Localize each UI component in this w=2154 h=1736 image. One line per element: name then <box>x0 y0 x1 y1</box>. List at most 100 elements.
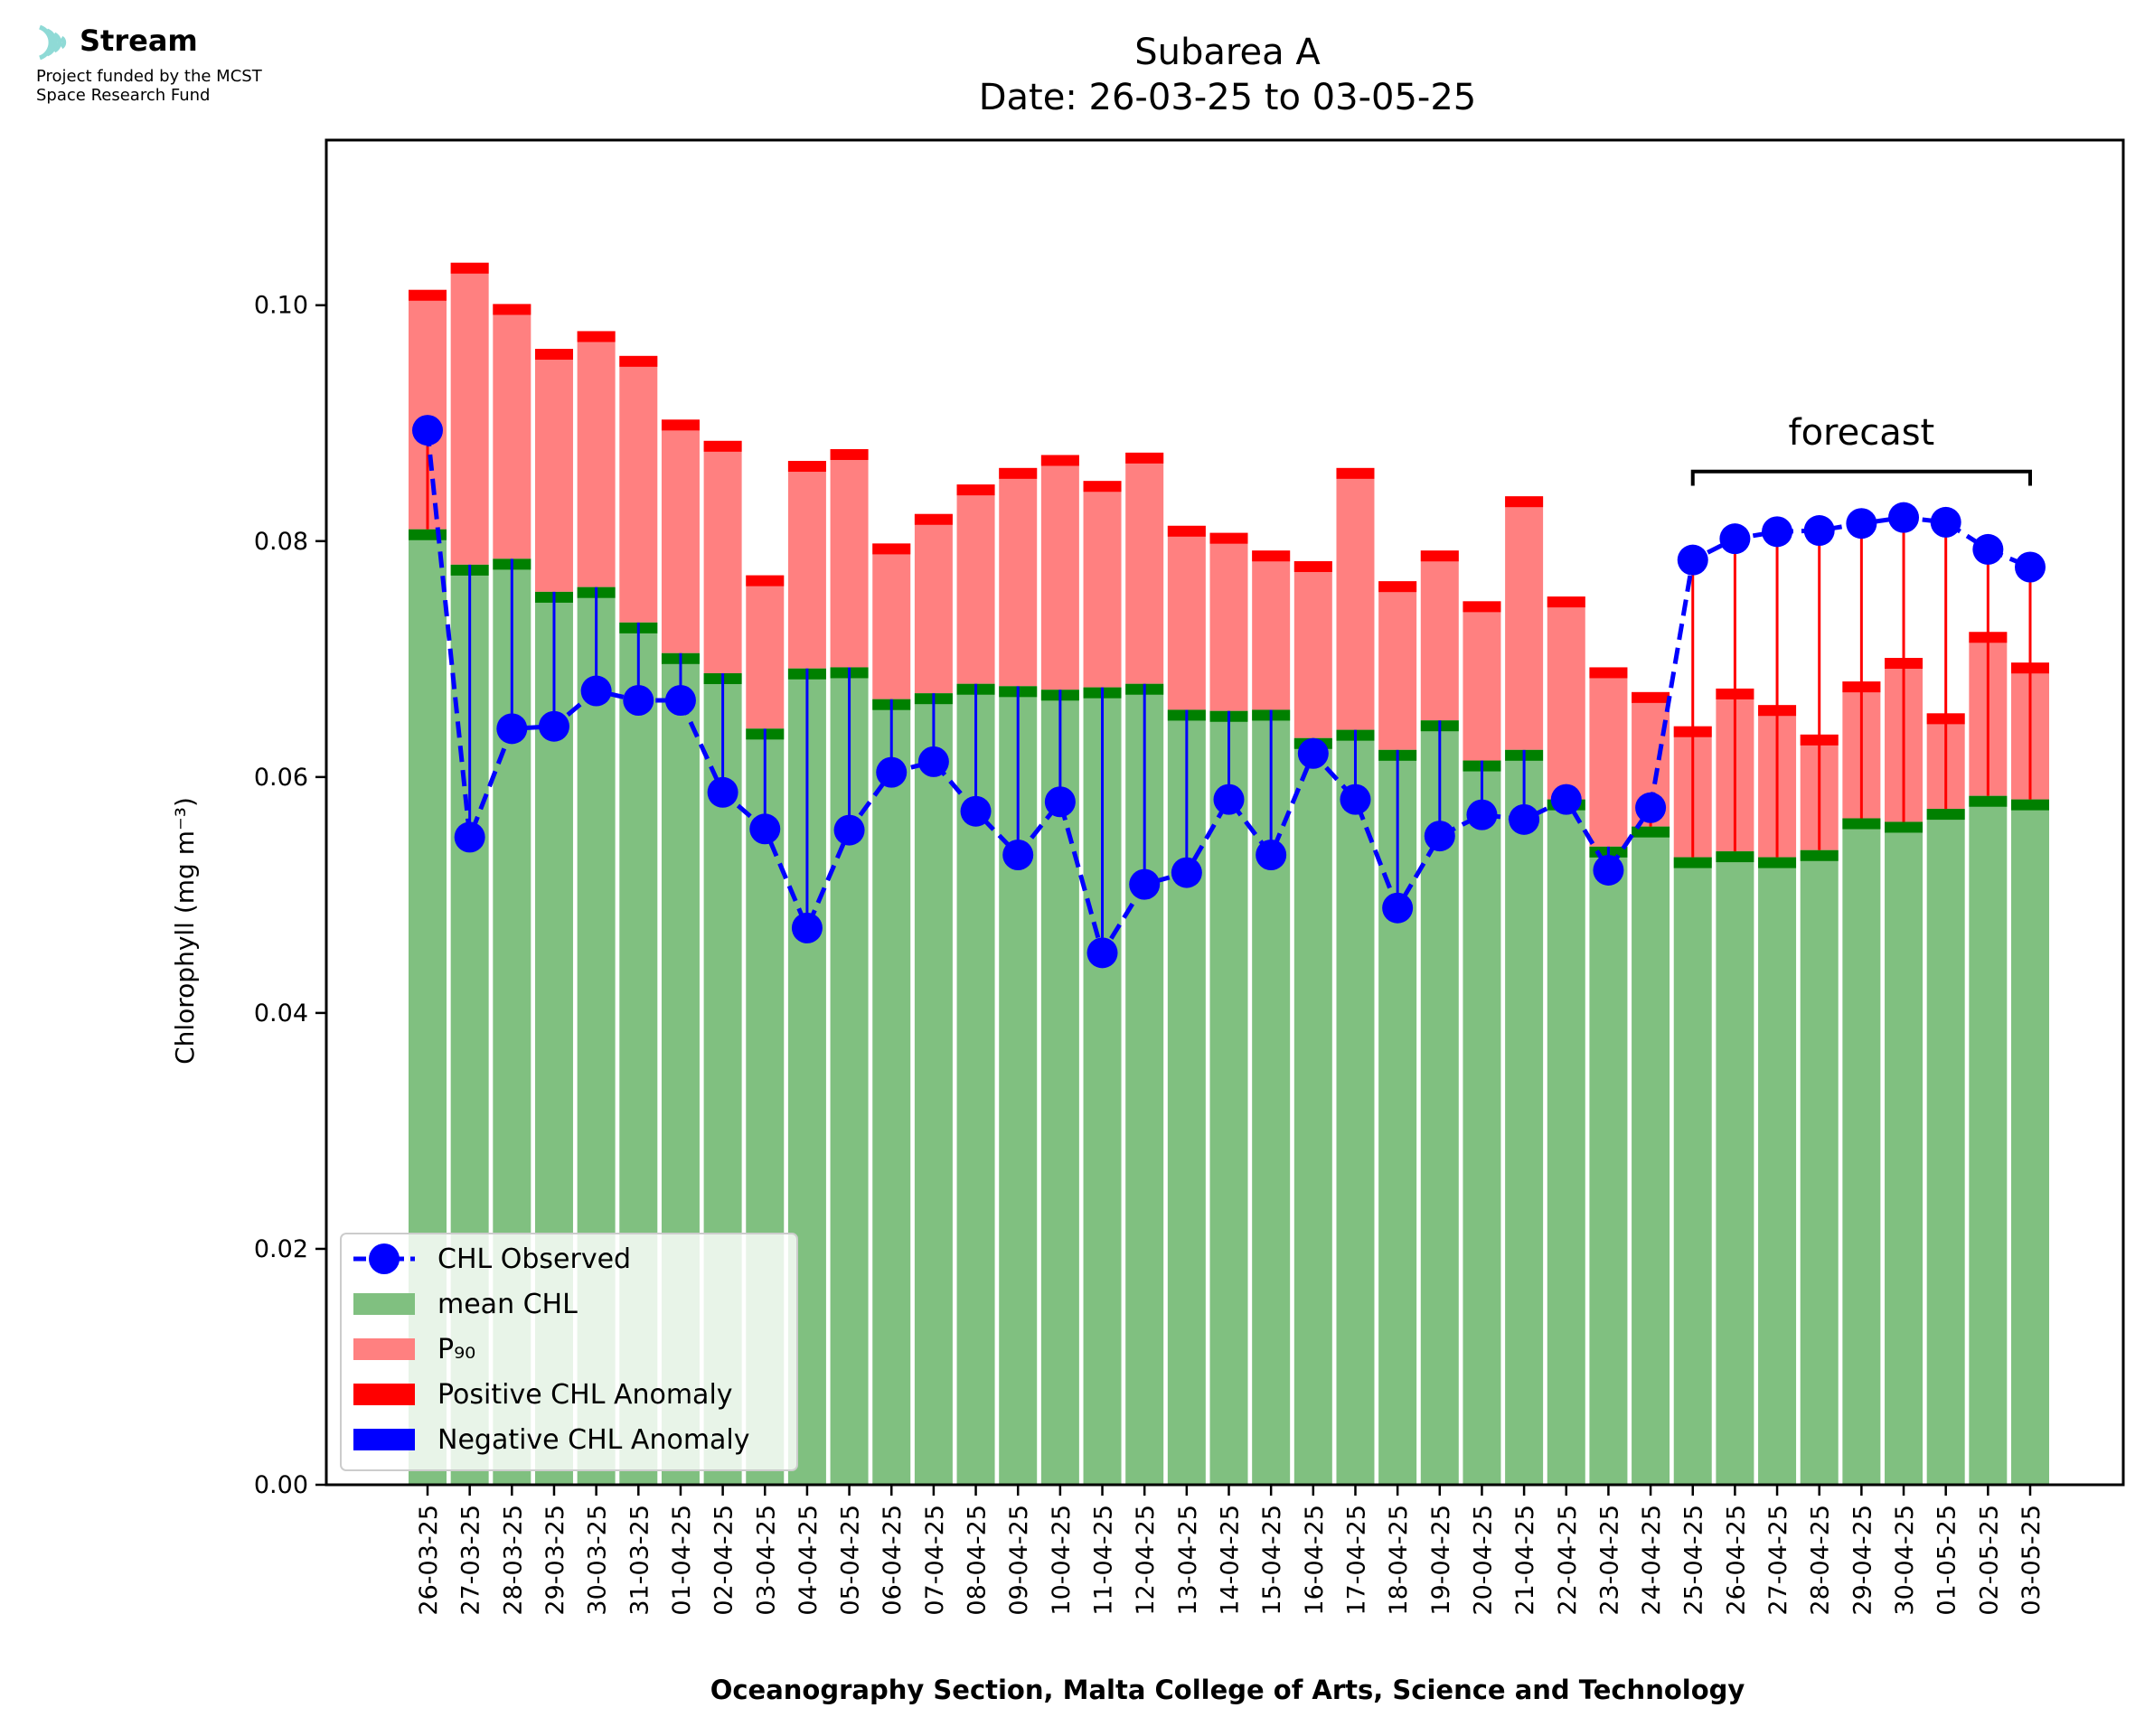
observed-point <box>454 821 485 853</box>
p90-cap <box>1378 581 1417 593</box>
mean-bar <box>914 693 953 1485</box>
legend-p90-swatch <box>353 1338 415 1360</box>
observed-point <box>1509 803 1540 835</box>
observed-point <box>538 710 569 742</box>
mean-bar <box>1209 710 1248 1485</box>
p90-bar <box>619 355 658 623</box>
p90-bar <box>746 575 785 729</box>
observed-point <box>1593 854 1624 886</box>
p90-cap <box>1083 481 1122 493</box>
observed-point <box>412 415 443 446</box>
legend: CHL Observed mean CHL P₉₀ Positive CHL Anom… <box>340 1233 798 1471</box>
x-tick-label: 03-04-25 <box>752 1505 780 1616</box>
mean-bar <box>1336 729 1375 1485</box>
x-tick-label: 17-04-25 <box>1342 1505 1370 1616</box>
plot-frame <box>325 138 2125 1487</box>
observed-point <box>960 795 992 827</box>
observed-point <box>876 756 908 788</box>
observed-point <box>749 813 781 845</box>
p90-bar <box>787 461 826 669</box>
x-tick-label: 08-04-25 <box>964 1505 992 1616</box>
y-axis-label: Chlorophyll (mg m⁻³) <box>170 797 200 1065</box>
p90-bar <box>1125 452 1164 684</box>
observed-point <box>1297 737 1329 769</box>
p90-cap <box>493 304 531 315</box>
observed-point <box>1382 892 1414 924</box>
x-tick-label: 21-04-25 <box>1511 1505 1539 1616</box>
p90-bar <box>830 448 869 668</box>
mean-cap <box>1926 809 1965 821</box>
x-tick-label: 24-04-25 <box>1638 1505 1666 1616</box>
p90-cap <box>1209 532 1248 544</box>
p90-cap <box>1547 596 1585 608</box>
p90-cap <box>619 355 658 367</box>
y-tick-label: 0.10 <box>254 292 308 320</box>
p90-cap <box>409 289 447 301</box>
p90-bar <box>872 543 911 699</box>
x-tick-label: 28-04-25 <box>1807 1505 1835 1616</box>
p90-cap <box>1632 691 1670 703</box>
p90-bar <box>534 349 573 592</box>
p90-cap <box>1463 601 1501 613</box>
observed-point <box>917 746 949 777</box>
legend-label: CHL Observed <box>437 1243 631 1275</box>
p90-bar <box>1378 581 1417 750</box>
p90-cap <box>577 331 616 343</box>
observed-point <box>2015 551 2046 583</box>
p90-bar <box>1420 550 1459 721</box>
x-tick-label: 27-03-25 <box>457 1505 485 1616</box>
legend-box <box>340 1233 798 1471</box>
x-tick-label: 07-04-25 <box>921 1505 949 1616</box>
observed-point <box>1846 508 1877 540</box>
p90-cap <box>956 484 995 496</box>
mean-bar <box>1800 849 1839 1485</box>
observed-point <box>1256 839 1287 870</box>
y-tick-label: 0.08 <box>254 528 308 556</box>
p90-cap <box>1505 496 1544 508</box>
observed-point <box>1888 502 1920 533</box>
mean-cap <box>1716 851 1754 863</box>
mean-bar <box>1463 760 1501 1485</box>
mean-bar <box>1547 799 1585 1485</box>
y-tick-label: 0.04 <box>254 999 308 1028</box>
p90-cap <box>1336 467 1375 479</box>
observed-point <box>1213 784 1245 815</box>
mean-cap <box>1758 857 1797 868</box>
p90-bar <box>1252 550 1291 710</box>
chart-subtitle: Date: 26-03-25 to 03-05-25 <box>979 77 1477 118</box>
stream-logo: Stream Project funded by the MCST Space … <box>34 22 262 105</box>
p90-cap <box>534 349 573 361</box>
observed-point <box>1930 506 1961 538</box>
p90-bar <box>1547 596 1585 800</box>
observed-point <box>580 675 612 707</box>
logo-name: Stream <box>80 23 198 58</box>
legend-positive-swatch <box>353 1384 415 1405</box>
observed-point <box>496 713 528 745</box>
logo-funding-line-1: Project funded by the MCST <box>36 67 262 86</box>
mean-cap <box>1673 857 1712 868</box>
p90-bar <box>914 513 953 694</box>
x-tick-label: 29-03-25 <box>541 1505 569 1616</box>
observed-point <box>1972 533 2004 565</box>
mean-cap <box>1842 818 1881 830</box>
x-tick-label: 31-03-25 <box>626 1505 654 1616</box>
p90-bar <box>1505 496 1544 750</box>
p90-bar <box>661 419 700 653</box>
x-tick-label: 11-04-25 <box>1090 1505 1118 1616</box>
mean-bar <box>872 699 911 1485</box>
p90-cap <box>787 461 826 473</box>
legend-observed-marker <box>369 1243 400 1274</box>
x-tick-label: 01-04-25 <box>668 1505 696 1616</box>
logo-funding-line-2: Space Research Fund <box>36 86 211 105</box>
x-tick-label: 02-05-25 <box>1975 1505 2003 1616</box>
observed-point <box>1340 784 1371 815</box>
observed-point <box>664 685 696 716</box>
p90-cap <box>746 575 785 586</box>
x-tick-label: 25-04-25 <box>1680 1505 1708 1616</box>
mean-bar <box>1040 690 1079 1485</box>
y-tick-label: 0.02 <box>254 1235 308 1263</box>
x-tick-label: 01-05-25 <box>1933 1505 1961 1616</box>
x-tick-label: 26-03-25 <box>415 1505 443 1616</box>
p90-cap <box>872 543 911 555</box>
